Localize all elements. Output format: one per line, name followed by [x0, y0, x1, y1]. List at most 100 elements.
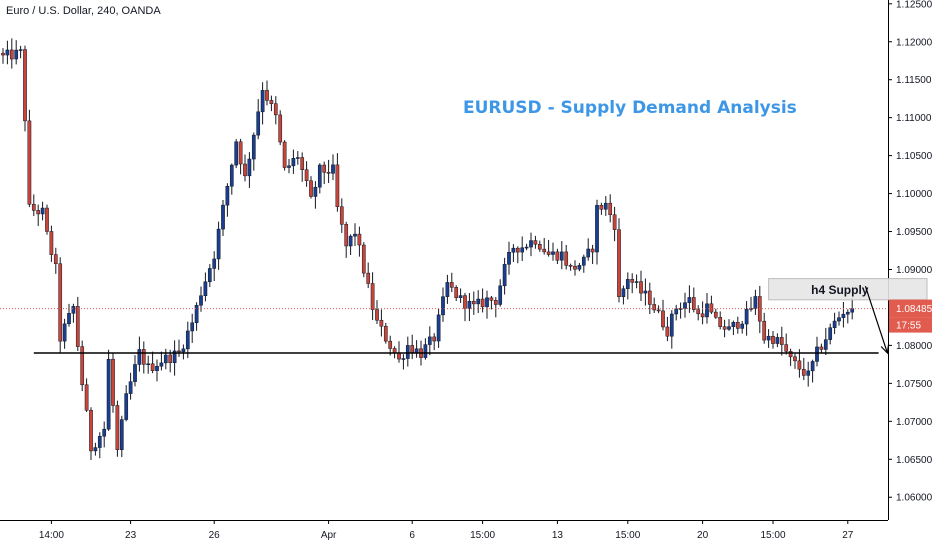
- candle-down: [375, 309, 379, 321]
- x-tick-label: 15:00: [470, 530, 495, 541]
- candle-up: [850, 308, 855, 313]
- candle-down: [361, 244, 366, 274]
- candle-up: [194, 304, 199, 324]
- candle-up: [137, 349, 142, 365]
- candle-up: [5, 49, 10, 56]
- candle-up: [823, 339, 828, 350]
- candle-down: [480, 298, 485, 308]
- candle-up: [731, 322, 736, 327]
- candle-down: [493, 300, 498, 305]
- candle-down: [49, 231, 54, 255]
- candle-up: [353, 233, 357, 237]
- candle-up: [551, 251, 555, 255]
- candle-down: [718, 317, 723, 327]
- candle-down: [335, 164, 340, 207]
- time-axis[interactable]: 14:00 23 26 Apr 6 15:00 13 15:00 20 15:00 27: [39, 520, 854, 541]
- candle-down: [300, 157, 305, 170]
- candle-down: [771, 335, 775, 344]
- candle-down: [80, 346, 85, 386]
- candle-down: [735, 322, 740, 329]
- candle-up: [229, 164, 234, 187]
- y-tick-label: 1.09500: [896, 227, 932, 238]
- candle-down: [89, 409, 93, 452]
- candle-up: [423, 344, 428, 358]
- candle-up: [18, 49, 23, 51]
- candle-up: [595, 205, 599, 253]
- candle-up: [507, 252, 511, 265]
- analysis-title: EURUSD - Supply Demand Analysis: [463, 98, 797, 118]
- candle-down: [656, 309, 661, 312]
- candle-down: [599, 205, 604, 210]
- candle-up: [414, 348, 419, 353]
- candle-up: [436, 314, 441, 342]
- candle-down: [722, 326, 727, 330]
- candle-down: [564, 251, 569, 266]
- candle-down: [617, 229, 621, 297]
- candle-down: [797, 360, 802, 370]
- candle-up: [133, 364, 137, 382]
- candle-down: [546, 251, 551, 255]
- candle-down: [779, 337, 784, 345]
- candle-up: [744, 308, 749, 325]
- candle-down: [238, 141, 243, 165]
- candle-down: [265, 90, 269, 101]
- candle-down: [713, 311, 718, 318]
- candle-up: [97, 435, 102, 448]
- candle-up: [520, 247, 525, 253]
- candle-up: [199, 295, 203, 306]
- candle-up: [559, 251, 564, 261]
- candle-up: [40, 207, 45, 215]
- candle-up: [67, 313, 71, 325]
- candle-down: [652, 304, 657, 311]
- x-tick-label: 15:00: [615, 530, 640, 541]
- candle-down: [784, 344, 789, 352]
- candle-down: [788, 351, 793, 358]
- candle-down: [326, 172, 331, 174]
- candle-up: [185, 330, 190, 350]
- y-tick-label: 1.06500: [896, 455, 932, 466]
- candle-up: [683, 302, 687, 309]
- candle-up: [119, 419, 124, 450]
- candle-up: [331, 164, 335, 174]
- x-tick-label: 20: [697, 530, 709, 541]
- x-tick-label: 6: [409, 530, 415, 541]
- candle-down: [243, 163, 247, 177]
- y-tick-label: 1.12000: [896, 37, 932, 48]
- candle-up: [753, 296, 758, 309]
- candle-up: [405, 345, 410, 359]
- candle-up: [124, 393, 129, 420]
- candle-up: [146, 363, 151, 366]
- candle-down: [647, 290, 652, 305]
- candle-up: [445, 282, 450, 297]
- candle-up: [810, 361, 815, 372]
- y-tick-label: 1.07500: [896, 379, 932, 390]
- candle-up: [441, 296, 445, 316]
- candle-up: [766, 335, 771, 341]
- countdown-badge: [889, 317, 932, 333]
- candle-up: [586, 248, 591, 258]
- candle-down: [309, 180, 313, 197]
- candle-up: [260, 90, 265, 113]
- candle-up: [806, 370, 811, 376]
- candle-up: [313, 186, 318, 197]
- price-axis[interactable]: 1.12500 1.12000 1.11500 1.11000 1.10500 1.100…: [888, 0, 932, 504]
- y-tick-label: 1.10000: [896, 189, 932, 200]
- candle-down: [111, 358, 115, 406]
- candle-down: [366, 272, 371, 284]
- candle-down: [432, 336, 437, 342]
- y-tick-label: 1.07000: [896, 417, 932, 428]
- candle-down: [709, 303, 714, 313]
- candle-up: [845, 311, 850, 315]
- candle-down: [397, 352, 401, 360]
- candle-up: [203, 281, 208, 296]
- candle-up: [727, 326, 731, 330]
- candle-up: [401, 358, 406, 360]
- supply-zone[interactable]: [768, 278, 928, 301]
- candle-up: [621, 288, 626, 297]
- candle-down: [639, 281, 643, 294]
- candle-down: [515, 247, 520, 253]
- candle-down: [533, 240, 538, 245]
- candle-up: [828, 327, 833, 340]
- candle-down: [168, 354, 173, 364]
